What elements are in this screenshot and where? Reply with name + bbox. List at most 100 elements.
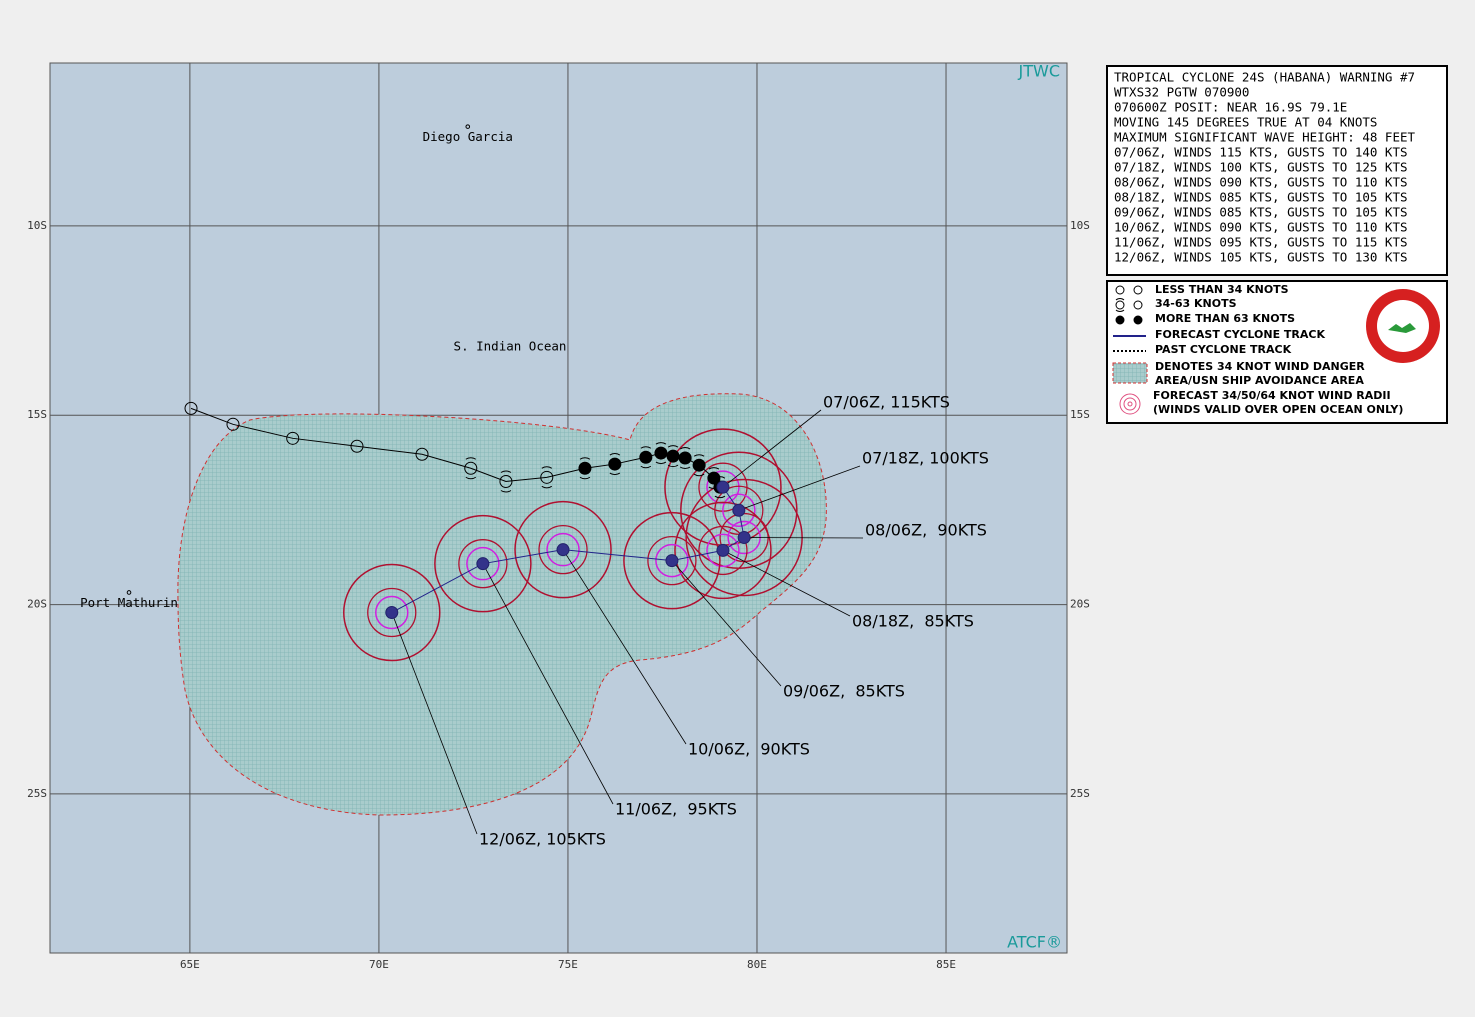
track-symbol-arc (500, 470, 512, 493)
legend-label: PAST CYCLONE TRACK (1155, 343, 1292, 356)
forecast-position (665, 554, 679, 568)
wind-radius-34 (623, 511, 721, 610)
forecast-position (716, 543, 730, 557)
wind-radius-50 (367, 587, 417, 638)
past-position (608, 457, 622, 471)
forecast-label: 08/18Z, 85KTS (852, 612, 974, 631)
x-tick-label: 85E (936, 958, 956, 971)
track-symbol-arc (714, 476, 726, 499)
forecast-position (385, 606, 399, 620)
corner-label: JTWC (1018, 62, 1060, 81)
track-symbol-arc (541, 466, 553, 489)
ocean-label: S. Indian Ocean (454, 339, 567, 354)
past-position (226, 417, 240, 431)
past-position (184, 401, 198, 415)
legend-label: DENOTES 34 KNOT WIND DANGER (1155, 360, 1365, 373)
past-position (692, 458, 706, 472)
forecast-position (716, 480, 730, 494)
track-symbol-arc (465, 457, 477, 480)
track-symbol-arc (655, 442, 667, 465)
track-symbol-arc (667, 445, 679, 468)
tracks: 07/06Z, 115KTS 07/18Z, 100KTS 08/06Z, 90KT… (184, 393, 989, 849)
wind-radius-64 (466, 546, 500, 581)
grid (50, 63, 1067, 953)
leader-line (671, 560, 782, 687)
wind-radius-34 (674, 501, 772, 600)
y-tick-label: 10S (27, 219, 47, 232)
track-symbol-arc (679, 447, 691, 469)
past-position (464, 461, 478, 475)
y-tick-label: 20S (27, 598, 47, 611)
warning-line: 10/06Z, WINDS 090 KTS, GUSTS TO 110 KTS (1114, 220, 1408, 235)
x-tick-label: 70E (369, 958, 389, 971)
past-position (540, 470, 554, 484)
leader-line (738, 465, 861, 511)
place-marker (126, 590, 132, 595)
warning-line: 11/06Z, WINDS 095 KTS, GUSTS TO 115 KTS (1114, 235, 1408, 250)
leader-line (482, 563, 614, 805)
jtwc-logo (1366, 289, 1440, 363)
x-tick-label: 75E (558, 958, 578, 971)
leader-line (722, 409, 822, 488)
track-symbol-arc (609, 453, 621, 476)
warning-line: 08/06Z, WINDS 090 KTS, GUSTS TO 110 KTS (1114, 175, 1408, 190)
y-tick-label: 25S (27, 787, 47, 800)
past-position (654, 446, 668, 460)
legend-label: (WINDS VALID OVER OPEN OCEAN ONLY) (1153, 403, 1403, 416)
warning-line: MAXIMUM SIGNIFICANT WAVE HEIGHT: 48 FEET (1114, 130, 1415, 145)
warning-line: TROPICAL CYCLONE 24S (HABANA) WARNING #7 (1114, 70, 1415, 85)
y-tick-label: 25S (1070, 787, 1090, 800)
wind-radius-64 (722, 493, 756, 528)
past-position (415, 447, 429, 461)
wind-radius-64 (706, 533, 740, 568)
forecast-position (556, 543, 570, 557)
past-position (639, 450, 653, 464)
warning-line: 070600Z POSIT: NEAR 16.9S 79.1E (1114, 100, 1347, 115)
past-position (707, 471, 721, 485)
legend-label: FORECAST 34/50/64 KNOT WIND RADII (1153, 389, 1391, 402)
leader-line (391, 612, 478, 835)
warning-line: 12/06Z, WINDS 105 KTS, GUSTS TO 130 KTS (1114, 250, 1408, 265)
track-symbol-arc (579, 457, 591, 480)
wind-radius-34 (343, 563, 441, 662)
legend-label: LESS THAN 34 KNOTS (1155, 283, 1289, 296)
legend-label: AREA/USN SHIP AVOIDANCE AREA (1155, 374, 1364, 387)
warning-text: TROPICAL CYCLONE 24S (HABANA) WARNING #7… (1114, 70, 1415, 265)
warning-line: MOVING 145 DEGREES TRUE AT 04 KNOTS (1114, 115, 1377, 130)
past-position (499, 474, 513, 488)
forecast-label: 09/06Z, 85KTS (783, 682, 905, 701)
warning-line: 07/06Z, WINDS 115 KTS, GUSTS TO 140 KTS (1114, 145, 1408, 160)
x-tick-label: 80E (747, 958, 767, 971)
forecast-label: 12/06Z, 105KTS (479, 830, 606, 849)
legend-label: FORECAST CYCLONE TRACK (1155, 328, 1325, 341)
warning-line: 08/18Z, WINDS 085 KTS, GUSTS TO 105 KTS (1114, 190, 1408, 205)
legend-label: 34-63 KNOTS (1155, 297, 1237, 310)
past-position (286, 431, 300, 445)
track-symbol-arc (640, 446, 652, 469)
leader-line (722, 550, 851, 617)
y-tick-label: 15S (1070, 408, 1090, 421)
wind-radius-50 (538, 525, 588, 575)
y-tick-label: 15S (27, 408, 47, 421)
place-label: Diego Garcia (423, 129, 513, 144)
danger-area (177, 393, 827, 816)
wind-radius-64 (706, 470, 740, 504)
wind-radius-34 (514, 500, 612, 599)
forecast-label: 10/06Z, 90KTS (688, 740, 810, 759)
leader-line (562, 549, 687, 745)
y-tick-label: 20S (1070, 598, 1090, 611)
place-label: Port Mathurin (80, 595, 178, 610)
wind-radius-64 (546, 532, 580, 567)
past-position (666, 449, 680, 463)
past-position (678, 451, 692, 465)
wind-radius-50 (458, 539, 508, 589)
y-tick-label: 10S (1070, 219, 1090, 232)
wind-radius-50 (647, 535, 697, 586)
forecast-position (737, 531, 751, 545)
forecast-label: 11/06Z, 95KTS (615, 800, 737, 819)
wind-radius-64 (375, 595, 409, 630)
forecast-position (476, 557, 490, 571)
